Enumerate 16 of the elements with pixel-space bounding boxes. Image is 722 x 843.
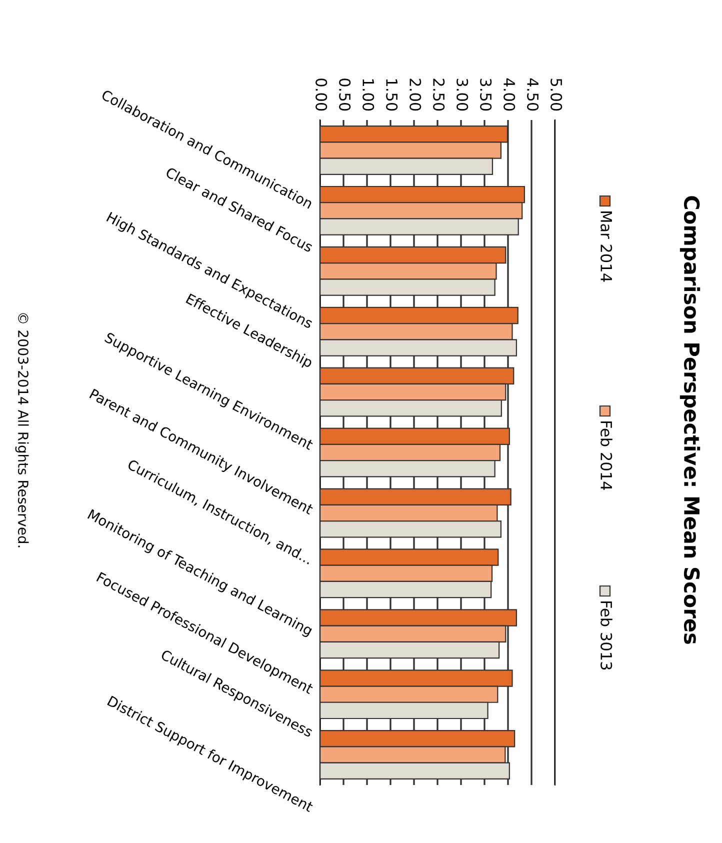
x-tick-label: 4.00 [504,78,516,111]
legend-label: Feb 2014 [600,422,612,490]
text: Comparison Perspective: Mean Scores [680,196,700,644]
x-tick-label: 3.00 [456,78,468,111]
x-tick-label: 1.00 [362,79,374,111]
x-tick-label: 5.00 [550,78,562,111]
x-tick-label: 0.50 [339,78,351,111]
legend-label: Feb 3013 [600,602,612,670]
x-tick-label: 4.50 [527,78,539,111]
legend-label: Mar 2014 [600,212,612,282]
text: © 2003-2014 All Rights Reserved. [15,313,29,548]
x-tick-label: 0.00 [316,78,328,111]
x-tick-label: 2.00 [410,78,422,111]
x-tick-label: 2.50 [433,78,445,111]
x-tick-label: 3.50 [480,78,492,111]
x-tick-label: 1.50 [386,79,398,111]
